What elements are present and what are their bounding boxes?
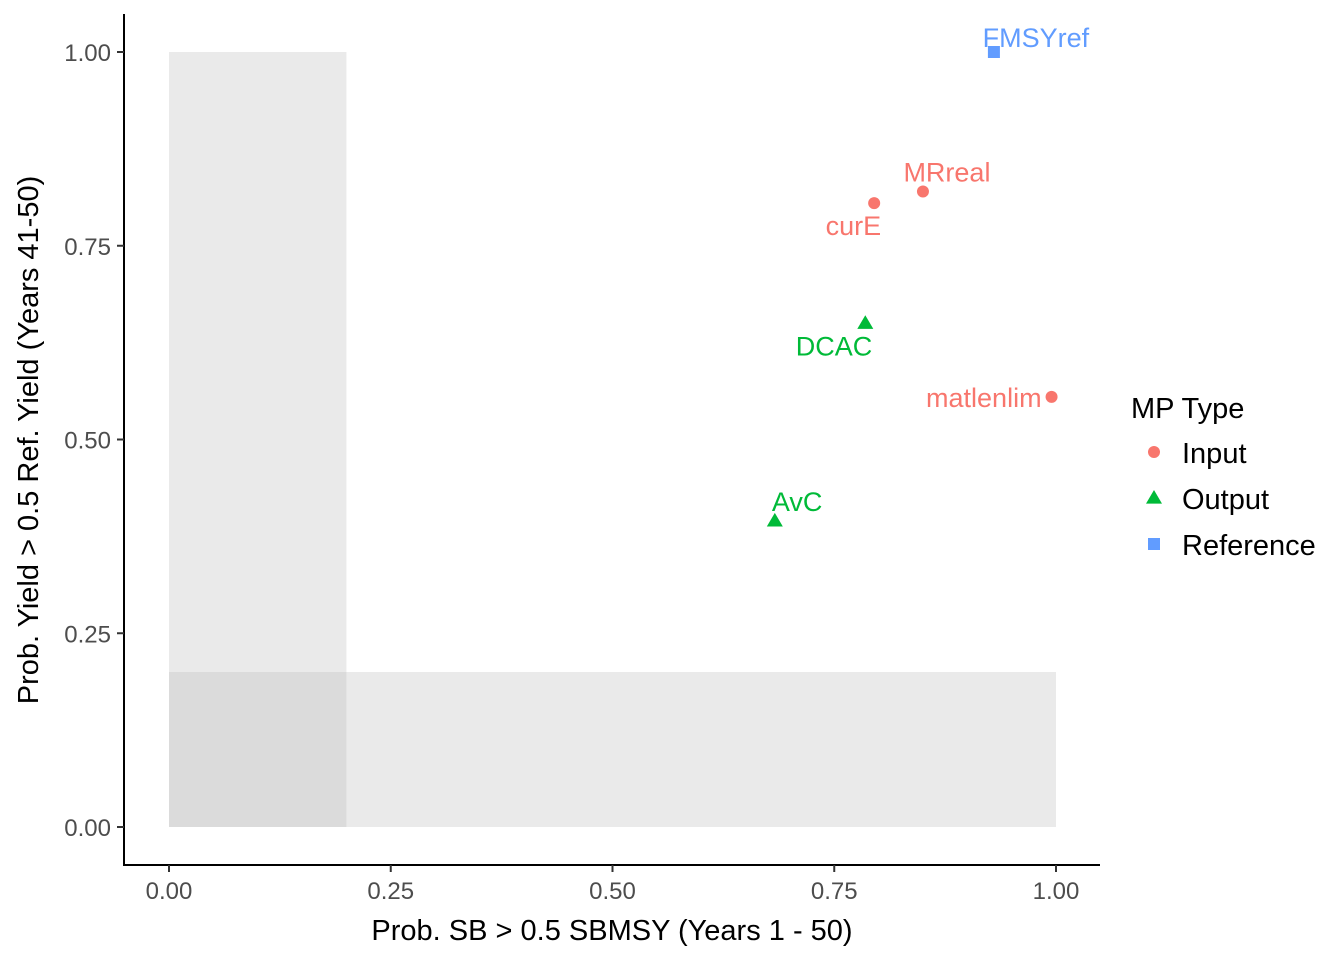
shaded-regions: [169, 52, 1056, 827]
x-tick-label: 0.50: [589, 878, 636, 905]
point-label: MRreal: [903, 158, 990, 188]
y-tick-label: 0.25: [64, 621, 111, 648]
y-tick-label: 0.50: [64, 428, 111, 455]
shaded-region: [169, 52, 347, 827]
y-tick-label: 0.75: [64, 234, 111, 261]
x-ticks: 0.00 0.25 0.50 0.75 1.00: [146, 865, 1080, 905]
x-tick-label: 0.25: [367, 878, 414, 905]
point-label: DCAC: [796, 331, 873, 361]
y-tick-label: 1.00: [64, 40, 111, 67]
shaded-region: [169, 672, 1056, 827]
legend: MP Type Input Output Reference: [1131, 393, 1316, 562]
data-point: [857, 315, 874, 329]
point-label: curE: [826, 211, 882, 241]
data-point: [766, 512, 783, 527]
legend-label: Input: [1182, 438, 1247, 470]
data-point: [1045, 390, 1058, 403]
point-label: matlenlim: [926, 383, 1042, 413]
legend-label: Output: [1182, 484, 1269, 516]
data-points: [766, 46, 1058, 527]
legend-label: Reference: [1182, 530, 1316, 562]
y-ticks: 0.00 0.25 0.50 0.75 1.00: [64, 40, 124, 842]
x-tick-label: 0.75: [811, 878, 858, 905]
data-point: [868, 197, 881, 210]
data-point: [916, 185, 929, 198]
legend-title: MP Type: [1131, 393, 1244, 425]
y-axis-title: Prob. Yield > 0.5 Ref. Yield (Years 41-5…: [13, 176, 45, 705]
x-tick-label: 0.00: [146, 878, 193, 905]
y-tick-label: 0.00: [64, 815, 111, 842]
x-axis-title: Prob. SB > 0.5 SBMSY (Years 1 - 50): [371, 915, 852, 947]
point-labels: FMSYref MRreal curE DCAC matlenlim AvC: [772, 23, 1090, 517]
legend-key: [1148, 538, 1160, 550]
point-label: FMSYref: [983, 23, 1090, 53]
x-tick-label: 1.00: [1033, 878, 1080, 905]
legend-key: [1146, 490, 1162, 504]
legend-key: [1148, 446, 1160, 458]
point-label: AvC: [772, 487, 823, 517]
data-point: [987, 46, 1000, 58]
